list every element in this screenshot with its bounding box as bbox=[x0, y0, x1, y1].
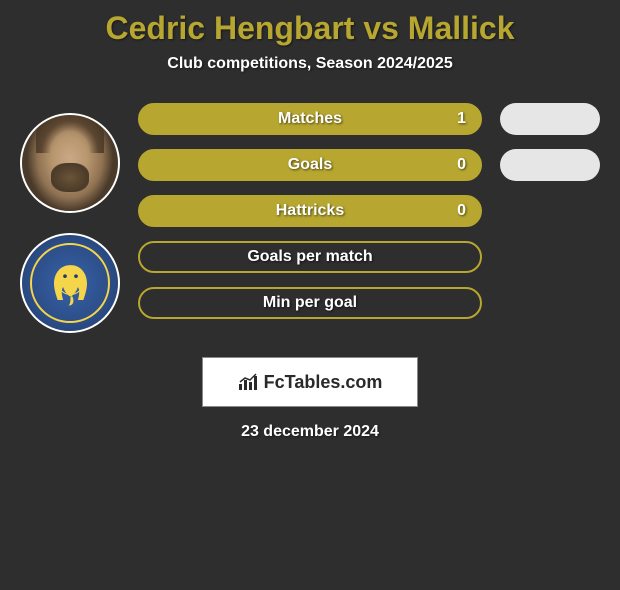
stat-bar: Hattricks 0 bbox=[138, 195, 482, 227]
stat-bar-label: Hattricks bbox=[276, 202, 344, 220]
avatars-column bbox=[10, 103, 130, 333]
stat-bar-label: Goals bbox=[288, 156, 332, 174]
stat-bar-value: 1 bbox=[457, 110, 466, 128]
date-label: 23 december 2024 bbox=[241, 423, 379, 441]
stat-bar-row: Goals per match bbox=[138, 241, 482, 273]
logo-text: FcTables.com bbox=[264, 372, 383, 393]
stat-bar: Goals per match bbox=[138, 241, 482, 273]
bar-chart-icon bbox=[238, 372, 260, 392]
page-title: Cedric Hengbart vs Mallick bbox=[0, 10, 620, 47]
club-badge-elephant-icon bbox=[43, 256, 98, 311]
stat-bar-value: 0 bbox=[457, 202, 466, 220]
stat-bar-row: Matches 1 bbox=[138, 103, 482, 135]
comparison-pill bbox=[500, 149, 600, 181]
pills-column bbox=[490, 103, 610, 181]
stat-bar: Goals 0 bbox=[138, 149, 482, 181]
stat-bar-row: Hattricks 0 bbox=[138, 195, 482, 227]
stat-bar-row: Min per goal bbox=[138, 287, 482, 319]
fctables-logo: FcTables.com bbox=[202, 357, 418, 407]
logo-prefix: Fc bbox=[264, 372, 285, 392]
club-badge bbox=[20, 233, 120, 333]
subtitle: Club competitions, Season 2024/2025 bbox=[0, 55, 620, 73]
main-row: Matches 1 Goals 0 Hattricks 0 Goals per match M… bbox=[0, 103, 620, 333]
stat-bar-label: Matches bbox=[278, 110, 342, 128]
stat-bar-label: Min per goal bbox=[263, 294, 357, 312]
footer: FcTables.com 23 december 2024 bbox=[0, 357, 620, 441]
stat-bar-label: Goals per match bbox=[247, 248, 372, 266]
player-avatar bbox=[20, 113, 120, 213]
stat-bar-row: Goals 0 bbox=[138, 149, 482, 181]
club-badge-graphic bbox=[22, 235, 118, 331]
bars-column: Matches 1 Goals 0 Hattricks 0 Goals per match M… bbox=[130, 103, 490, 319]
comparison-pill bbox=[500, 103, 600, 135]
stat-bar: Min per goal bbox=[138, 287, 482, 319]
stat-bar-value: 0 bbox=[457, 156, 466, 174]
logo-suffix: Tables.com bbox=[285, 372, 383, 392]
comparison-card: Cedric Hengbart vs Mallick Club competit… bbox=[0, 10, 620, 441]
stat-bar: Matches 1 bbox=[138, 103, 482, 135]
player-face-graphic bbox=[22, 115, 118, 211]
